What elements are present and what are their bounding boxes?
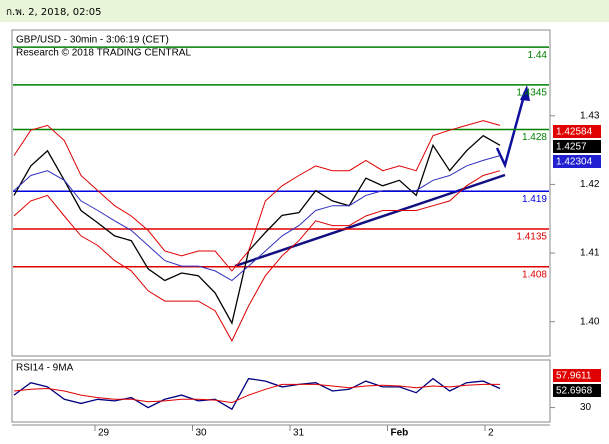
price-tag [553,155,601,168]
level-label: 1.419 [522,194,547,205]
series-line [13,120,501,272]
price-tag [553,140,601,153]
y-tick-label: 1.41 [580,248,600,259]
price-tag [553,384,601,397]
price-tag-label: 1.42304 [556,157,593,168]
series-line [13,383,500,404]
series-line [13,377,501,411]
series-line [13,170,501,342]
price-tag-label: 1.42584 [556,127,593,138]
series-line [13,155,501,282]
chart-subtitle: Research © 2018 TRADING CENTRAL [16,48,191,59]
price-tag-label: 52.6968 [556,386,593,397]
rsi-title: RSI14 - 9MA [16,363,74,374]
date-label: ก.พ. 2, 2018, 02:05 [6,7,102,18]
x-tick-label: 2 [488,428,494,439]
projection-arrow [495,91,527,169]
x-tick-label: 31 [293,428,305,439]
series-line [13,134,501,325]
top-bar [0,0,609,22]
y-tick-label: 30 [580,402,592,413]
rsi-panel [11,359,551,423]
x-tick-label: 29 [98,428,110,439]
trendline [234,173,506,268]
level-label: 1.408 [522,269,547,280]
price-tag-label: 57.9611 [556,371,592,382]
price-tag [553,125,601,138]
level-label: 1.4345 [516,88,547,99]
arrow-head [520,85,530,101]
y-tick-label: 1.43 [580,110,600,121]
chart-title: GBP/USD - 30min - 3:06:19 (CET) [16,35,169,46]
x-tick-label: 30 [196,428,208,439]
main-panel [11,29,551,357]
y-tick-label: 1.40 [580,316,600,327]
level-label: 1.4135 [516,232,547,243]
level-label: 1.428 [522,132,547,143]
price-tag-label: 1.4257 [556,142,587,153]
x-tick-label: Feb [391,428,409,439]
level-label: 1.44 [528,50,548,61]
y-tick-label: 1.42 [580,179,600,190]
price-tag [553,369,601,382]
